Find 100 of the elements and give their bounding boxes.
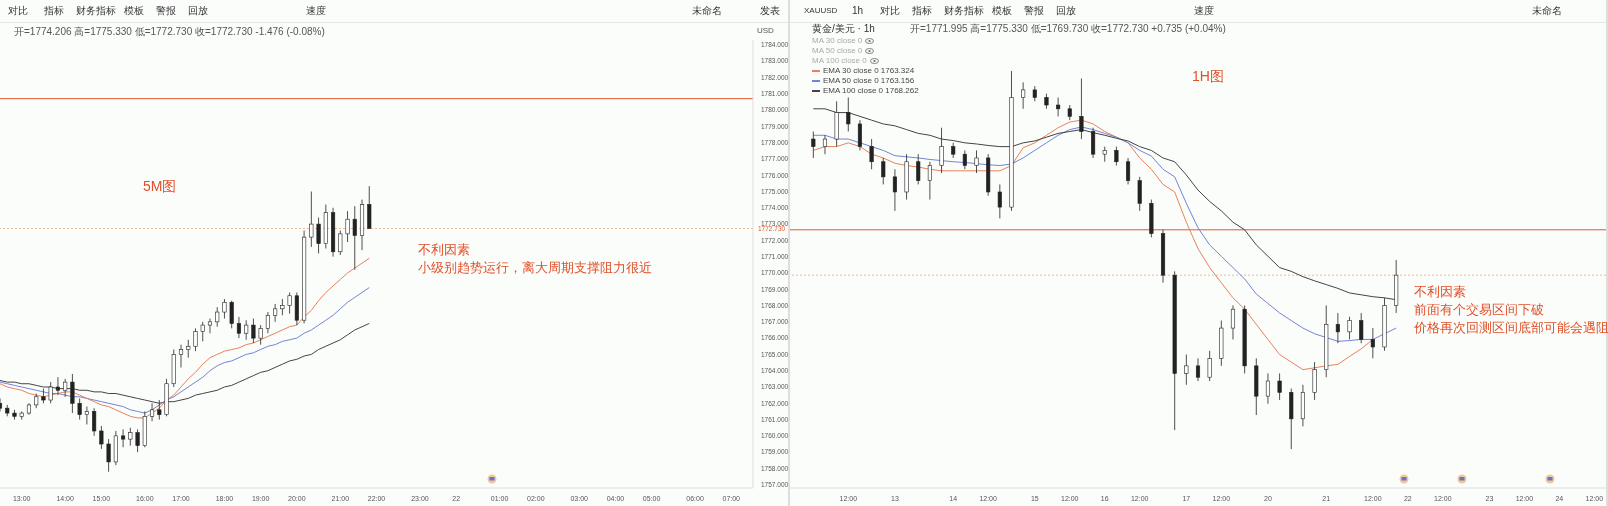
candlestick [258, 324, 263, 346]
candlestick [962, 149, 967, 170]
candlestick [881, 157, 886, 185]
candlestick [265, 311, 270, 334]
text: 回放 [1056, 5, 1076, 17]
text: 1h [852, 5, 864, 17]
candlestick [939, 127, 944, 174]
text: 开=1771.995 高=1775.330 低=1769.730 收=1772.730 +0.735 (+0.04%) [910, 23, 1226, 35]
text: 速度 [306, 5, 326, 17]
text: 开=1774.206 高=1775.330 低=1772.730 收=1772.730 -1.476 (-0.08%) [14, 26, 325, 38]
candlestick [1347, 316, 1352, 340]
candlestick [345, 210, 350, 243]
candlestick [857, 119, 862, 151]
text: 发表 [760, 5, 780, 17]
candlestick [1265, 373, 1270, 405]
candlestick [135, 428, 140, 453]
text: XAUUSD [804, 6, 838, 16]
candlestick [338, 230, 343, 256]
candlestick [193, 327, 198, 352]
candlestick [1137, 176, 1142, 212]
annotation: 1H图 [1192, 68, 1224, 85]
candlestick [316, 217, 321, 254]
candlestick [207, 318, 213, 334]
candlestick [222, 298, 227, 319]
candlestick [1184, 354, 1189, 386]
candlestick [1056, 97, 1061, 117]
candlestick [869, 138, 874, 170]
candlestick [236, 316, 241, 339]
candlestick [157, 399, 162, 420]
candlestick [121, 428, 126, 448]
candlestick [1079, 78, 1084, 140]
text: MA 30 close 0 [812, 36, 863, 46]
text: 指标 [912, 5, 932, 17]
candlestick [200, 321, 205, 342]
text: 回放 [188, 5, 208, 17]
candlestick [106, 438, 111, 473]
annotation: 不利因素 [1414, 284, 1466, 300]
line-series [0, 257, 370, 419]
annotation: 小级别趋势运行，离大周期支撑阻力很近 [418, 260, 652, 276]
candlestick [287, 292, 292, 315]
text: 黄金/美元 · 1h [812, 23, 875, 35]
candlestick [99, 425, 104, 450]
candlestick [1277, 373, 1282, 401]
candlestick [178, 344, 184, 368]
annotation: 价格再次回测区间底部可能会遇阻 [1414, 320, 1608, 336]
candlestick [48, 381, 53, 404]
candlestick [1021, 81, 1026, 110]
annotation: 前面有个交易区间下破 [1414, 302, 1544, 318]
candlestick [92, 407, 97, 437]
candlestick [280, 298, 285, 316]
candlestick [1370, 327, 1375, 359]
text: 未命名 [1532, 5, 1562, 17]
text: USD [757, 26, 774, 36]
text: 对比 [8, 5, 28, 17]
candlestick [997, 184, 1002, 219]
legend-label: EMA 30 close 0 1763.324 [822, 66, 916, 76]
text: 模板 [124, 5, 144, 17]
candlestick [215, 306, 220, 328]
candlestick [55, 376, 60, 396]
candlestick [273, 303, 278, 323]
annotation: 不利因素 [418, 242, 470, 258]
candlestick [251, 318, 256, 344]
text: MA 50 close 0 [812, 46, 863, 56]
legend-label: EMA 50 close 0 1763.156 [822, 76, 916, 86]
candlestick [352, 205, 357, 271]
annotation: 5M图 [143, 178, 177, 195]
candlestick [1207, 350, 1212, 382]
legend-label: EMA 100 close 0 1768.262 [822, 86, 919, 96]
candlestick [1312, 361, 1317, 401]
candlestick [811, 131, 816, 159]
candlestick [1126, 157, 1131, 185]
candlestick [916, 153, 921, 185]
candlestick [846, 97, 851, 132]
candlestick [1091, 127, 1096, 159]
candlestick [70, 373, 75, 414]
text: 警报 [1024, 5, 1044, 17]
candlestick [1195, 357, 1201, 382]
candlestick [1114, 146, 1119, 166]
line-series [0, 322, 370, 404]
candlestick [229, 300, 234, 329]
text: 财务指标 [76, 5, 116, 17]
candlestick [309, 191, 314, 248]
text: 对比 [880, 5, 900, 17]
candlestick [84, 406, 89, 425]
candlestick [77, 398, 82, 420]
candlestick [1230, 305, 1236, 340]
candlestick [1359, 312, 1364, 344]
text: 未命名 [692, 5, 722, 17]
text: 速度 [1194, 5, 1214, 17]
candlestick [244, 319, 249, 341]
candlestick [150, 402, 155, 422]
candlestick [927, 161, 932, 200]
candlestick [186, 339, 191, 359]
text: 警报 [156, 5, 176, 17]
candlestick [1335, 312, 1340, 344]
text: 财务指标 [944, 5, 984, 17]
text: 模板 [992, 5, 1012, 17]
candlestick [892, 168, 897, 212]
candlestick [822, 134, 828, 155]
candlestick [974, 149, 979, 174]
